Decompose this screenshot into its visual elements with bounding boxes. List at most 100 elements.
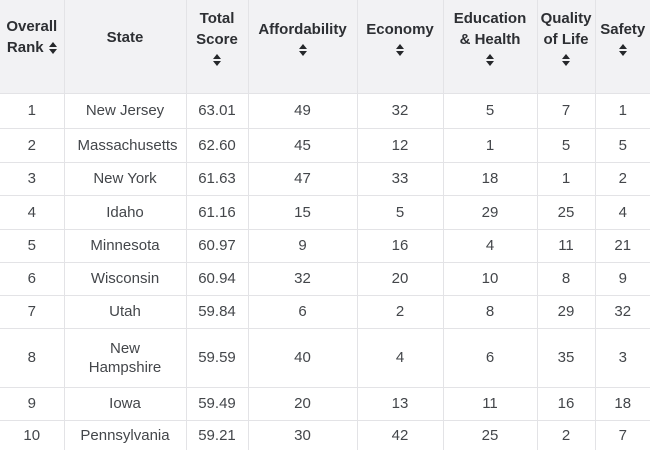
- table-row: 2 Massachusetts 62.60 45 12 1 5 5: [0, 128, 650, 163]
- cell-economy: 13: [357, 387, 444, 421]
- cell-total-score: 61.63: [186, 162, 249, 196]
- cell-total-score: 61.16: [186, 195, 249, 230]
- cell-economy: 5: [357, 195, 444, 230]
- sort-icon: [562, 54, 570, 67]
- sort-icon: [396, 43, 404, 56]
- cell-affordability: 20: [248, 387, 358, 421]
- col-header-economy[interactable]: Economy: [357, 0, 444, 94]
- cell-total-score: 59.84: [186, 295, 249, 329]
- col-label: Education: [453, 10, 527, 28]
- cell-overall-rank: 7: [0, 295, 65, 329]
- col-label: Overall: [6, 18, 58, 36]
- cell-total-score: 59.21: [186, 420, 249, 450]
- cell-economy: 20: [357, 262, 444, 296]
- table-body: 1 New Jersey 63.01 49 32 5 7 1 2 Massach…: [0, 93, 650, 450]
- cell-quality-of-life: 8: [537, 262, 596, 296]
- cell-education-health: 10: [443, 262, 538, 296]
- cell-total-score: 62.60: [186, 128, 249, 163]
- cell-overall-rank: 2: [0, 128, 65, 163]
- cell-total-score: 59.59: [186, 328, 249, 388]
- cell-overall-rank: 1: [0, 93, 65, 129]
- cell-affordability: 6: [248, 295, 358, 329]
- col-header-affordability[interactable]: Affordability: [248, 0, 358, 94]
- cell-state: Iowa: [64, 387, 187, 421]
- cell-education-health: 29: [443, 195, 538, 230]
- table-row: 3 New York 61.63 47 33 18 1 2: [0, 162, 650, 196]
- cell-economy: 32: [357, 93, 444, 129]
- cell-state: Massachusetts: [64, 128, 187, 163]
- sort-icon: [618, 43, 627, 56]
- cell-quality-of-life: 1: [537, 162, 596, 196]
- col-label: Score: [196, 31, 238, 49]
- table-row: 5 Minnesota 60.97 9 16 4 11 21: [0, 229, 650, 263]
- cell-safety: 21: [595, 229, 650, 263]
- table-row: 4 Idaho 61.16 15 5 29 25 4: [0, 195, 650, 230]
- cell-state: New Jersey: [64, 93, 187, 129]
- cell-economy: 4: [357, 328, 444, 388]
- sort-icon: [486, 54, 494, 67]
- cell-safety: 1: [595, 93, 650, 129]
- cell-state: Wisconsin: [64, 262, 187, 296]
- cell-quality-of-life: 35: [537, 328, 596, 388]
- cell-affordability: 30: [248, 420, 358, 450]
- cell-state: Pennsylvania: [64, 420, 187, 450]
- cell-education-health: 18: [443, 162, 538, 196]
- col-header-quality-of-life[interactable]: Quality of Life: [537, 0, 596, 94]
- table-row: 1 New Jersey 63.01 49 32 5 7 1: [0, 93, 650, 129]
- col-header-overall-rank[interactable]: Overall Rank: [0, 0, 65, 94]
- cell-state: New York: [64, 162, 187, 196]
- col-label: & Health: [459, 31, 521, 49]
- cell-safety: 4: [595, 195, 650, 230]
- cell-state: Idaho: [64, 195, 187, 230]
- cell-education-health: 8: [443, 295, 538, 329]
- cell-total-score: 63.01: [186, 93, 249, 129]
- table-row: 8 New Hampshire 59.59 40 4 6 35 3: [0, 328, 650, 388]
- cell-affordability: 47: [248, 162, 358, 196]
- cell-state: New Hampshire: [64, 328, 187, 388]
- cell-education-health: 5: [443, 93, 538, 129]
- cell-safety: 32: [595, 295, 650, 329]
- cell-education-health: 4: [443, 229, 538, 263]
- sort-icon: [213, 54, 221, 67]
- cell-safety: 18: [595, 387, 650, 421]
- cell-safety: 2: [595, 162, 650, 196]
- cell-total-score: 60.94: [186, 262, 249, 296]
- cell-safety: 3: [595, 328, 650, 388]
- cell-affordability: 49: [248, 93, 358, 129]
- cell-state: Minnesota: [64, 229, 187, 263]
- cell-safety: 7: [595, 420, 650, 450]
- cell-affordability: 9: [248, 229, 358, 263]
- cell-education-health: 1: [443, 128, 538, 163]
- col-label: Affordability: [258, 20, 347, 38]
- cell-overall-rank: 4: [0, 195, 65, 230]
- col-label: Safety: [600, 20, 646, 38]
- table-row: 7 Utah 59.84 6 2 8 29 32: [0, 295, 650, 329]
- cell-economy: 42: [357, 420, 444, 450]
- cell-affordability: 40: [248, 328, 358, 388]
- table-row: 10 Pennsylvania 59.21 30 42 25 2 7: [0, 420, 650, 450]
- cell-overall-rank: 9: [0, 387, 65, 421]
- cell-affordability: 45: [248, 128, 358, 163]
- col-header-education-health[interactable]: Education & Health: [443, 0, 538, 94]
- cell-overall-rank: 10: [0, 420, 65, 450]
- header-row: Overall Rank State Total Scor: [0, 0, 650, 94]
- cell-economy: 2: [357, 295, 444, 329]
- cell-overall-rank: 3: [0, 162, 65, 196]
- cell-overall-rank: 6: [0, 262, 65, 296]
- cell-overall-rank: 8: [0, 328, 65, 388]
- col-header-safety[interactable]: Safety: [595, 0, 650, 94]
- col-header-total-score[interactable]: Total Score: [186, 0, 249, 94]
- cell-overall-rank: 5: [0, 229, 65, 263]
- cell-state: Utah: [64, 295, 187, 329]
- cell-quality-of-life: 5: [537, 128, 596, 163]
- table-row: 6 Wisconsin 60.94 32 20 10 8 9: [0, 262, 650, 296]
- col-label: Rank: [6, 39, 44, 57]
- col-label: Economy: [366, 20, 434, 38]
- cell-quality-of-life: 16: [537, 387, 596, 421]
- col-label: Total: [199, 10, 235, 28]
- col-label: Quality: [540, 10, 592, 28]
- cell-quality-of-life: 25: [537, 195, 596, 230]
- cell-quality-of-life: 2: [537, 420, 596, 450]
